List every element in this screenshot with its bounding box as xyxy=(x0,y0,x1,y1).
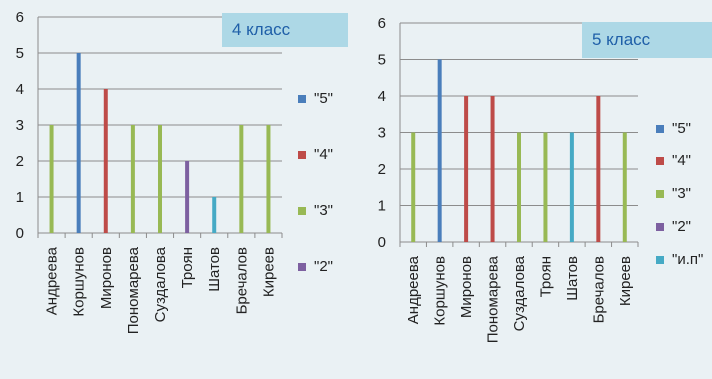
legend-swatch xyxy=(298,94,306,103)
legend-label: "и.п" xyxy=(672,251,704,268)
bar xyxy=(596,96,601,242)
bar xyxy=(569,132,574,242)
bar xyxy=(622,132,627,242)
y-tick-label: 1 xyxy=(378,198,386,215)
chart-title-text: 4 класс xyxy=(232,20,291,39)
chart-5-klass-plot: 0 1 2 3 4 5 6 Андреева Коршунов Миронов Пономарева… xyxy=(378,15,639,343)
legend-swatch xyxy=(298,150,306,159)
x-tick-label: Суздалова xyxy=(511,255,528,331)
x-tick-label: Коршунов xyxy=(432,256,449,326)
legend-swatch xyxy=(656,255,664,264)
chart-4-klass-plot: 0 1 2 3 4 5 6 Андреева Коршунов Миронов Пономарева… xyxy=(16,9,283,334)
bar xyxy=(212,197,217,233)
legend-label: "4" xyxy=(314,146,333,163)
x-tick-label: Шатов xyxy=(206,247,223,292)
x-tick-label: Шатов xyxy=(564,256,581,301)
y-tick-label: 6 xyxy=(16,9,24,26)
y-tick-label: 4 xyxy=(16,81,24,98)
bar xyxy=(76,53,81,233)
legend-label: "5" xyxy=(314,90,333,107)
y-tick-label: 0 xyxy=(378,234,386,251)
x-tick-label: Коршунов xyxy=(71,247,88,317)
legend-label: "5" xyxy=(672,120,691,137)
legend-item: "и.п" xyxy=(656,251,703,268)
x-tick-label: Бречалов xyxy=(233,247,250,314)
legend-item: "5" xyxy=(298,90,333,107)
legend-swatch xyxy=(656,222,664,231)
bar xyxy=(130,125,135,233)
bar xyxy=(185,161,190,233)
y-tick-label: 2 xyxy=(16,153,24,170)
y-tick-label: 6 xyxy=(378,15,386,32)
y-tick-label: 1 xyxy=(16,189,24,206)
x-tick-label: Андреева xyxy=(44,246,61,315)
x-tick-label: Миронов xyxy=(98,247,115,309)
legend-item: "3" xyxy=(656,185,691,202)
bar xyxy=(411,132,416,242)
x-tick-label: Пономарева xyxy=(485,255,502,343)
legend-swatch xyxy=(656,124,664,133)
bar xyxy=(464,96,469,242)
x-tick-label: Троян xyxy=(179,247,196,288)
x-tick-label: Киреев xyxy=(617,256,634,306)
y-tick-label: 0 xyxy=(16,225,24,242)
bar xyxy=(517,132,521,242)
chart-title: 4 класс xyxy=(222,13,348,47)
y-tick-label: 5 xyxy=(378,52,386,69)
bar xyxy=(437,59,442,242)
legend-label: "2" xyxy=(314,258,333,275)
y-tick-label: 2 xyxy=(378,161,386,178)
legend-item: "3" xyxy=(298,202,333,219)
legend-swatch xyxy=(298,262,306,271)
bar xyxy=(239,125,244,233)
legend-item: "2" xyxy=(298,258,333,275)
bar xyxy=(266,125,271,233)
y-tick-label: 3 xyxy=(16,117,24,134)
y-tick-label: 3 xyxy=(378,125,386,142)
bar xyxy=(490,96,495,242)
x-tick-label: Андреева xyxy=(405,255,422,324)
x-tick-label: Киреев xyxy=(260,247,277,297)
legend-label: "3" xyxy=(672,185,691,202)
x-tick-label: Миронов xyxy=(458,256,475,318)
bar xyxy=(49,125,54,233)
legend-swatch xyxy=(656,156,664,165)
legend-item: "2" xyxy=(656,218,691,235)
legend-swatch xyxy=(656,189,664,198)
x-tick-label: Троян xyxy=(537,256,554,297)
chart-title: 5 класс xyxy=(582,22,712,58)
x-tick-label: Бречалов xyxy=(590,256,607,323)
legend-label: "2" xyxy=(672,218,691,235)
bar xyxy=(543,132,548,242)
legend-item: "4" xyxy=(298,146,333,163)
legend-swatch xyxy=(298,206,306,215)
bar xyxy=(158,125,162,233)
chart-5-klass: 0 1 2 3 4 5 6 Андреева Коршунов Миронов Пономарева… xyxy=(356,0,712,379)
y-tick-label: 5 xyxy=(16,45,24,62)
legend-item: "4" xyxy=(656,152,691,169)
chart-title-text: 5 класс xyxy=(592,30,651,49)
chart-4-klass: 0 1 2 3 4 5 6 Андреева Коршунов Миронов Пономарева… xyxy=(16,9,348,334)
legend-item: "5" xyxy=(656,120,691,137)
x-tick-label: Пономарева xyxy=(125,246,142,334)
y-tick-label: 4 xyxy=(378,88,386,105)
bar xyxy=(103,89,108,233)
legend-label: "4" xyxy=(672,152,691,169)
legend-label: "3" xyxy=(314,202,333,219)
x-tick-label: Суздалова xyxy=(152,246,169,322)
